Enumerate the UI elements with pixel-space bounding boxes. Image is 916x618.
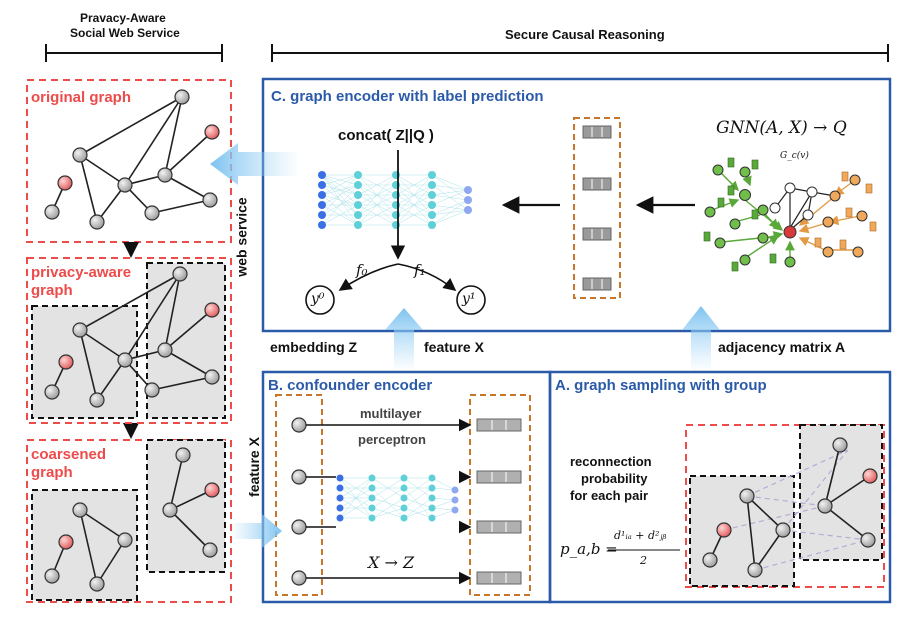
- panel-a-reconnections: [723, 449, 869, 571]
- original-graph-nodes: [44, 89, 220, 230]
- feature-x-label: feature X: [424, 339, 484, 355]
- panel-c-title: C. graph encoder with label prediction: [271, 88, 544, 105]
- panel-c-neural-net: [318, 171, 472, 229]
- b-arrows: [306, 418, 472, 585]
- gnn-label: GNN(A, X) → Q: [716, 118, 847, 138]
- privacy-group-right: [146, 262, 226, 419]
- embedding-z-label: embedding Z: [270, 339, 358, 355]
- q-embedding-vectors: [582, 125, 612, 291]
- reconnection-line3: for each pair: [570, 488, 649, 503]
- privacy-graph-label-2: graph: [31, 282, 73, 299]
- formula-denominator: 2: [640, 554, 647, 567]
- privacy-graph-label-1: privacy-aware: [31, 264, 132, 281]
- panel-a-title: A. graph sampling with group: [555, 377, 767, 394]
- left-header-bracket: [45, 44, 223, 62]
- f0-label: f₀: [356, 261, 368, 279]
- coarsened-graph-label-1: coarsened: [31, 446, 107, 463]
- left-header-line1: Pravacy-Aware: [80, 11, 166, 25]
- gnn-graph: [703, 157, 877, 272]
- right-header-title: Secure Causal Reasoning: [505, 27, 665, 42]
- left-header-line2: Social Web Service: [70, 26, 180, 40]
- panel-c-frame: [261, 77, 892, 333]
- feature-x-column: [275, 394, 323, 596]
- privacy-graph-nodes: [44, 266, 220, 408]
- coarsened-graph-nodes: [44, 447, 220, 592]
- panel-a-nodes: [702, 437, 878, 578]
- formula-numerator: d¹ᵢₐ + d²ⱼᵦ: [614, 529, 667, 542]
- web-service-label: web service: [233, 197, 250, 277]
- gcv-label: G_c(v): [780, 151, 809, 161]
- formula-lhs: p_a,b =: [560, 540, 618, 558]
- q-embedding-box: [573, 117, 621, 299]
- panel-b-neural-net: [336, 474, 459, 522]
- y1-label: y¹: [462, 291, 476, 307]
- original-graph-label: original graph: [31, 89, 132, 106]
- coarsened-graph-box: [26, 439, 232, 603]
- y0-label: y⁰: [311, 291, 325, 307]
- embedding-z-column: [469, 394, 531, 596]
- mlp-label-1: multilayer: [360, 406, 422, 421]
- y1-circle: [456, 285, 486, 315]
- privacy-graph-box: [26, 257, 232, 424]
- adjacency-up-arrow: [682, 306, 720, 372]
- x-to-z-label: X → Z: [368, 553, 415, 572]
- adjacency-label: adjacency matrix A: [718, 339, 846, 355]
- y0-circle: [305, 285, 335, 315]
- branch-f0: [338, 263, 399, 291]
- panel-b-title: B. confounder encoder: [268, 377, 433, 394]
- branch-f1: [397, 263, 457, 291]
- coarsened-graph-label-2: graph: [31, 464, 73, 481]
- web-service-arrow: [210, 143, 300, 185]
- f1-label: f₁: [414, 261, 426, 279]
- reconnection-line1: reconnection: [570, 454, 652, 469]
- feature-x-side-label: feature X: [245, 437, 262, 497]
- mlp-label-2: perceptron: [358, 432, 426, 447]
- panel-a-graph: [709, 444, 871, 571]
- reconnection-line2: probability: [581, 471, 648, 486]
- concat-label: concat( Z||Q ): [338, 127, 434, 144]
- z-vectors: [476, 418, 522, 585]
- right-header-bracket: [271, 44, 889, 62]
- panel-a-frame: [548, 370, 892, 604]
- feature-to-b-arrow: [230, 514, 282, 548]
- embedding-up-arrow: [385, 308, 423, 372]
- feature-x-nodes: [291, 417, 307, 586]
